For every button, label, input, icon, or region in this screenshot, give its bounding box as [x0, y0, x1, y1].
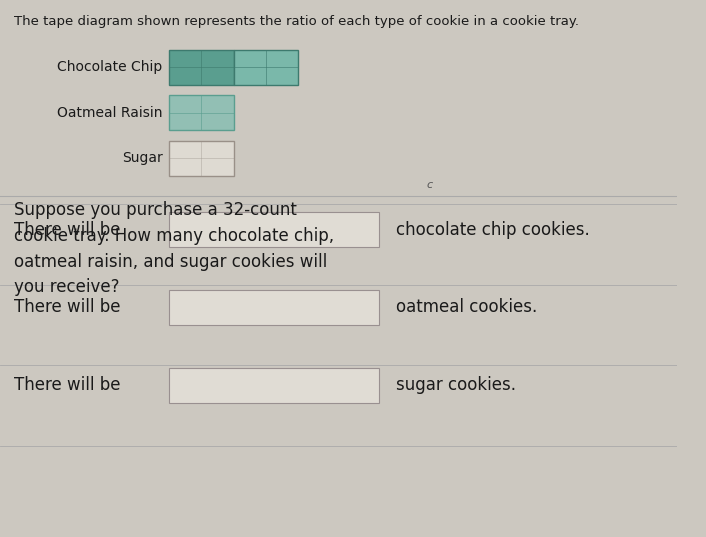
Text: Sugar: Sugar: [121, 151, 162, 165]
Bar: [169, 96, 234, 130]
Text: Suppose you purchase a 32-count
cookie tray. How many chocolate chip,
oatmeal ra: Suppose you purchase a 32-count cookie t…: [13, 201, 334, 296]
Text: oatmeal cookies.: oatmeal cookies.: [396, 299, 537, 316]
Text: There will be: There will be: [13, 221, 120, 238]
Bar: [169, 290, 379, 325]
Text: Chocolate Chip: Chocolate Chip: [57, 60, 162, 74]
Bar: [169, 212, 379, 247]
Text: The tape diagram shown represents the ratio of each type of cookie in a cookie t: The tape diagram shown represents the ra…: [13, 15, 578, 28]
Bar: [169, 141, 234, 176]
Bar: [169, 368, 379, 403]
Text: sugar cookies.: sugar cookies.: [396, 376, 516, 394]
Text: chocolate chip cookies.: chocolate chip cookies.: [396, 221, 590, 238]
Text: There will be: There will be: [13, 376, 120, 394]
Bar: [169, 50, 234, 84]
Bar: [234, 50, 298, 84]
Text: There will be: There will be: [13, 299, 120, 316]
Text: c: c: [426, 180, 433, 190]
Text: Oatmeal Raisin: Oatmeal Raisin: [57, 106, 162, 120]
